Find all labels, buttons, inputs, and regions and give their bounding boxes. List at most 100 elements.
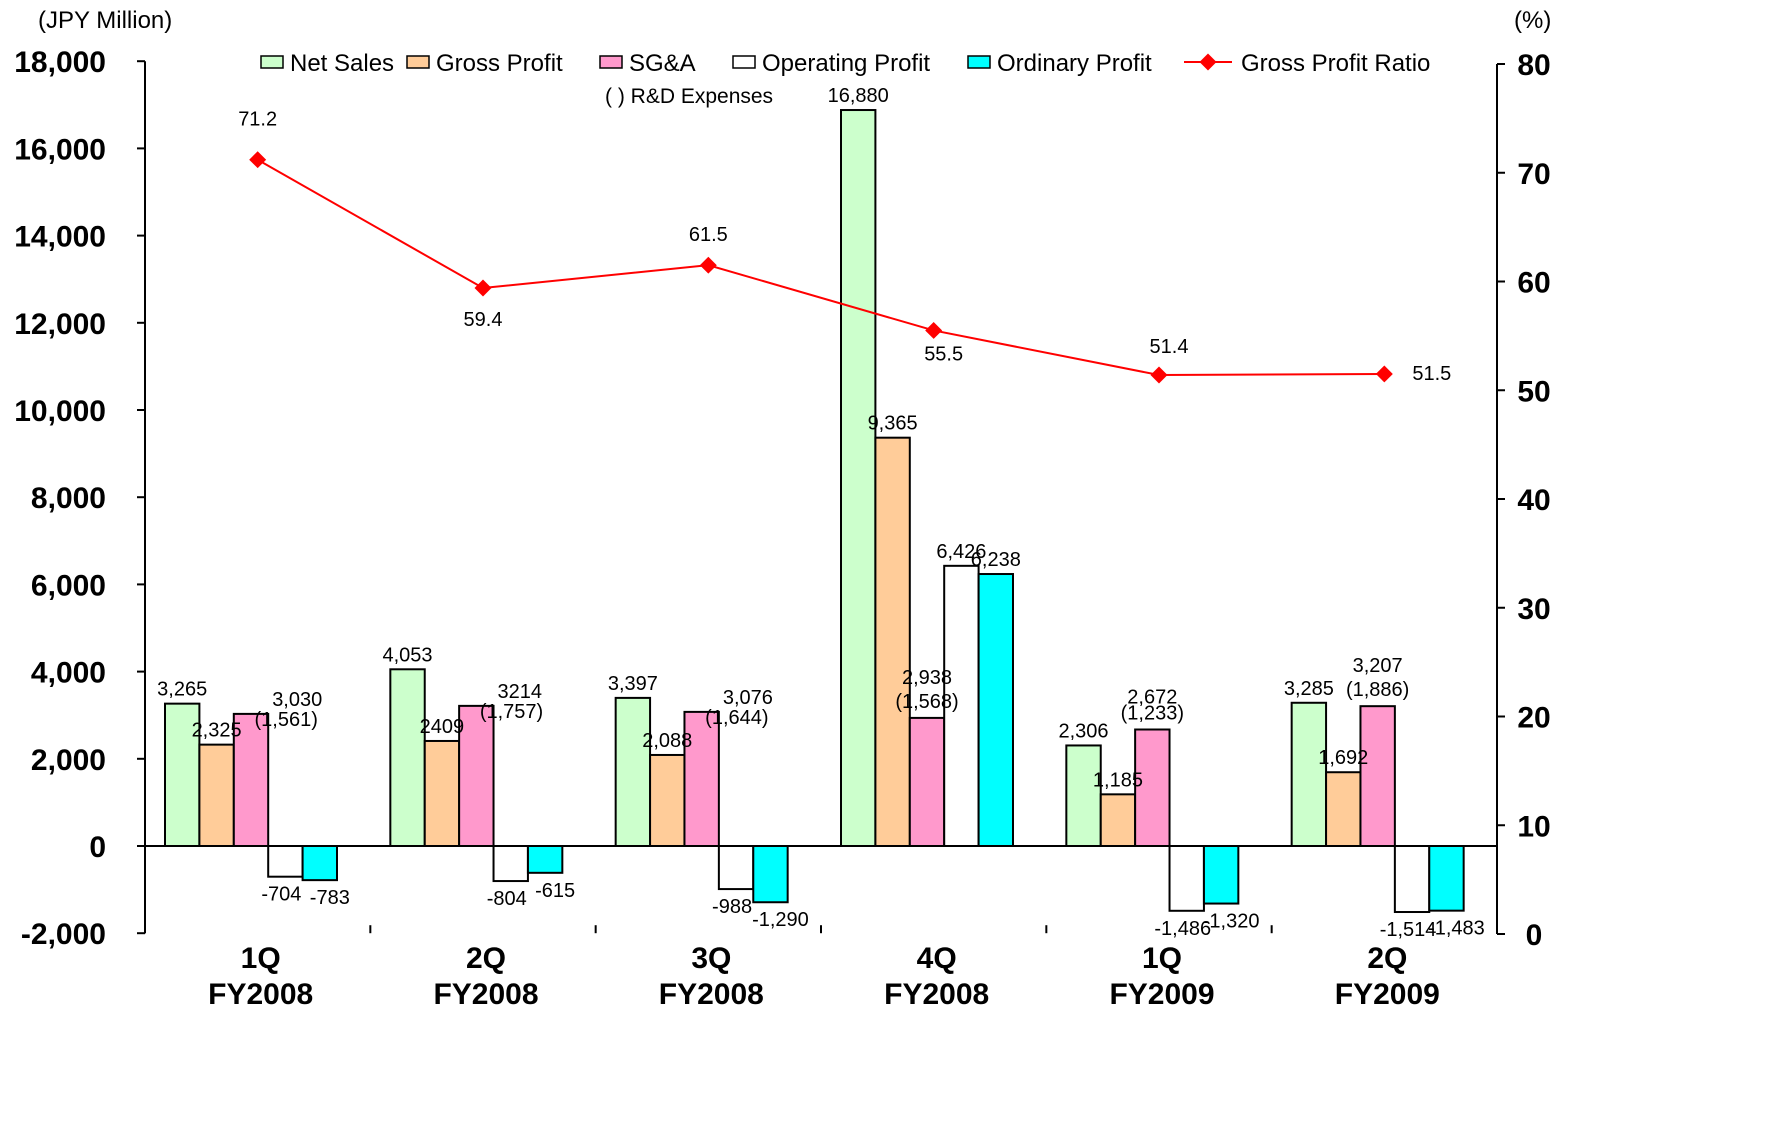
ratio-data-label: 61.5	[689, 224, 728, 246]
right-axis-unit: (%)	[1514, 7, 1551, 34]
legend-swatch-ordinary-profit	[967, 55, 991, 69]
data-labels: 3,265 2,325 3,030 -704 -783 (1,561) 4,053 2409 3…	[157, 85, 1485, 941]
left-axis-tick-label: 10,000	[14, 395, 106, 428]
data-label: 3,285	[1284, 678, 1334, 700]
gross-profit-ratio-polyline	[257, 158, 1385, 377]
bar-net-sales	[614, 696, 652, 848]
legend-swatch-gross-profit	[406, 55, 430, 69]
data-label: 1,692	[1318, 747, 1368, 769]
left-axis-tick-label: -2,000	[21, 918, 106, 951]
legend-label: Net Sales	[290, 50, 394, 77]
data-label: 2,306	[1059, 720, 1109, 742]
data-label: 3,265	[157, 679, 207, 701]
gross-profit-ratio-line	[249, 151, 1393, 384]
gross-profit-ratio-marker	[474, 279, 492, 297]
bar-gross-profit	[1325, 771, 1362, 848]
legend-marker-gross-profit-ratio	[1199, 53, 1217, 71]
category-label-year: FY2008	[659, 978, 764, 1011]
gross-profit-ratio-marker	[699, 256, 717, 274]
category-label-quarter: 4Q	[917, 942, 957, 975]
left-axis-tick-label: 8,000	[31, 482, 106, 515]
right-axis-tick-label: 60	[1517, 267, 1550, 300]
right-axis-tick-label: 10	[1517, 810, 1550, 843]
legend-label: Ordinary Profit	[997, 50, 1152, 77]
legend-rd-expenses: ( ) R&D Expenses	[605, 85, 773, 108]
rd-expenses-label: (1,644)	[705, 707, 768, 729]
data-label: 3,207	[1353, 655, 1403, 677]
data-label: -1,290	[752, 909, 809, 931]
gross-profit-ratio-marker	[925, 321, 943, 339]
right-axis-tick-label: 80	[1517, 49, 1550, 82]
data-label: 1,185	[1093, 769, 1143, 791]
data-label: 2,672	[1127, 687, 1177, 709]
bar-ordinary-profit	[752, 845, 789, 904]
left-axis-tick-label: 6,000	[31, 569, 106, 602]
legend-label: SG&A	[629, 50, 696, 77]
data-label: -1,486	[1154, 918, 1211, 940]
bar-sg-a	[1134, 728, 1171, 847]
data-label: 3214	[498, 681, 543, 703]
data-label: -783	[310, 887, 350, 909]
bar-sg-a	[1359, 705, 1396, 847]
left-axis-tick-label: 14,000	[14, 221, 106, 254]
category-label-quarter: 3Q	[691, 942, 731, 975]
bar-ordinary-profit	[526, 845, 564, 874]
right-axis-tick-label: 50	[1517, 375, 1550, 408]
data-label: 16,880	[828, 85, 889, 107]
bar-gross-profit	[198, 743, 235, 848]
rd-expenses-label: (1,561)	[255, 709, 318, 731]
bar-sg-a	[908, 716, 946, 847]
bar-ordinary-profit	[301, 845, 339, 882]
data-label: -1,514	[1380, 919, 1437, 941]
ratio-data-label: 59.4	[464, 309, 503, 331]
bar-net-sales	[840, 109, 877, 848]
data-label: -804	[487, 888, 527, 910]
bar-operating-profit	[1168, 845, 1205, 912]
legend-label: Gross Profit Ratio	[1241, 50, 1430, 77]
bar-gross-profit	[649, 753, 686, 847]
legend-label: Operating Profit	[762, 50, 930, 77]
left-axis-tick-label: 18,000	[14, 46, 106, 79]
bar-ordinary-profit	[977, 573, 1014, 847]
right-axis-tick-label: 40	[1517, 484, 1550, 517]
bar-ordinary-profit	[1428, 845, 1465, 912]
data-label: 4,053	[383, 644, 433, 666]
category-label-quarter: 1Q	[1142, 942, 1182, 975]
ratio-data-label: 51.5	[1412, 363, 1451, 385]
category-label-year: FY2008	[884, 978, 989, 1011]
category-label-year: FY2008	[433, 978, 538, 1011]
right-axis-tick-label: 20	[1517, 702, 1550, 735]
rd-expenses-label: (1,886)	[1346, 679, 1409, 701]
data-label: 3,030	[272, 689, 322, 711]
left-axis-unit: (JPY Million)	[38, 7, 172, 34]
legend: Net Sales Gross Profit SG&A Operating Profi…	[260, 50, 1430, 108]
bar-operating-profit	[267, 845, 304, 878]
legend-label: Gross Profit	[436, 50, 563, 77]
left-axis-tick-label: 2,000	[31, 744, 106, 777]
left-axis-tick-label: 0	[89, 831, 106, 864]
data-label: -988	[712, 896, 752, 918]
bar-net-sales	[389, 668, 426, 847]
right-axis-tick-label: 70	[1517, 158, 1550, 191]
category-label-year: FY2009	[1335, 978, 1440, 1011]
data-label: 2409	[420, 716, 465, 738]
bars	[164, 109, 1465, 914]
legend-swatch-operating-profit	[732, 55, 756, 69]
data-label: -1,320	[1203, 911, 1260, 933]
bar-gross-profit	[423, 739, 461, 847]
category-label-year: FY2009	[1109, 978, 1214, 1011]
bar-sg-a	[683, 710, 720, 848]
rd-expenses-label: (1,233)	[1121, 703, 1184, 725]
data-label: 2,325	[192, 720, 242, 742]
category-label-year: FY2008	[208, 978, 313, 1011]
gross-profit-ratio-marker	[249, 151, 267, 169]
bar-gross-profit	[1099, 793, 1137, 847]
data-label: 3,397	[608, 673, 658, 695]
bar-ordinary-profit	[1202, 845, 1240, 905]
category-label-quarter: 2Q	[1367, 942, 1407, 975]
left-axis-tick-label: 4,000	[31, 657, 106, 690]
ratio-data-label: 51.4	[1150, 336, 1189, 358]
data-label: -704	[261, 884, 301, 906]
right-axis-tick-label: 0	[1526, 919, 1543, 952]
